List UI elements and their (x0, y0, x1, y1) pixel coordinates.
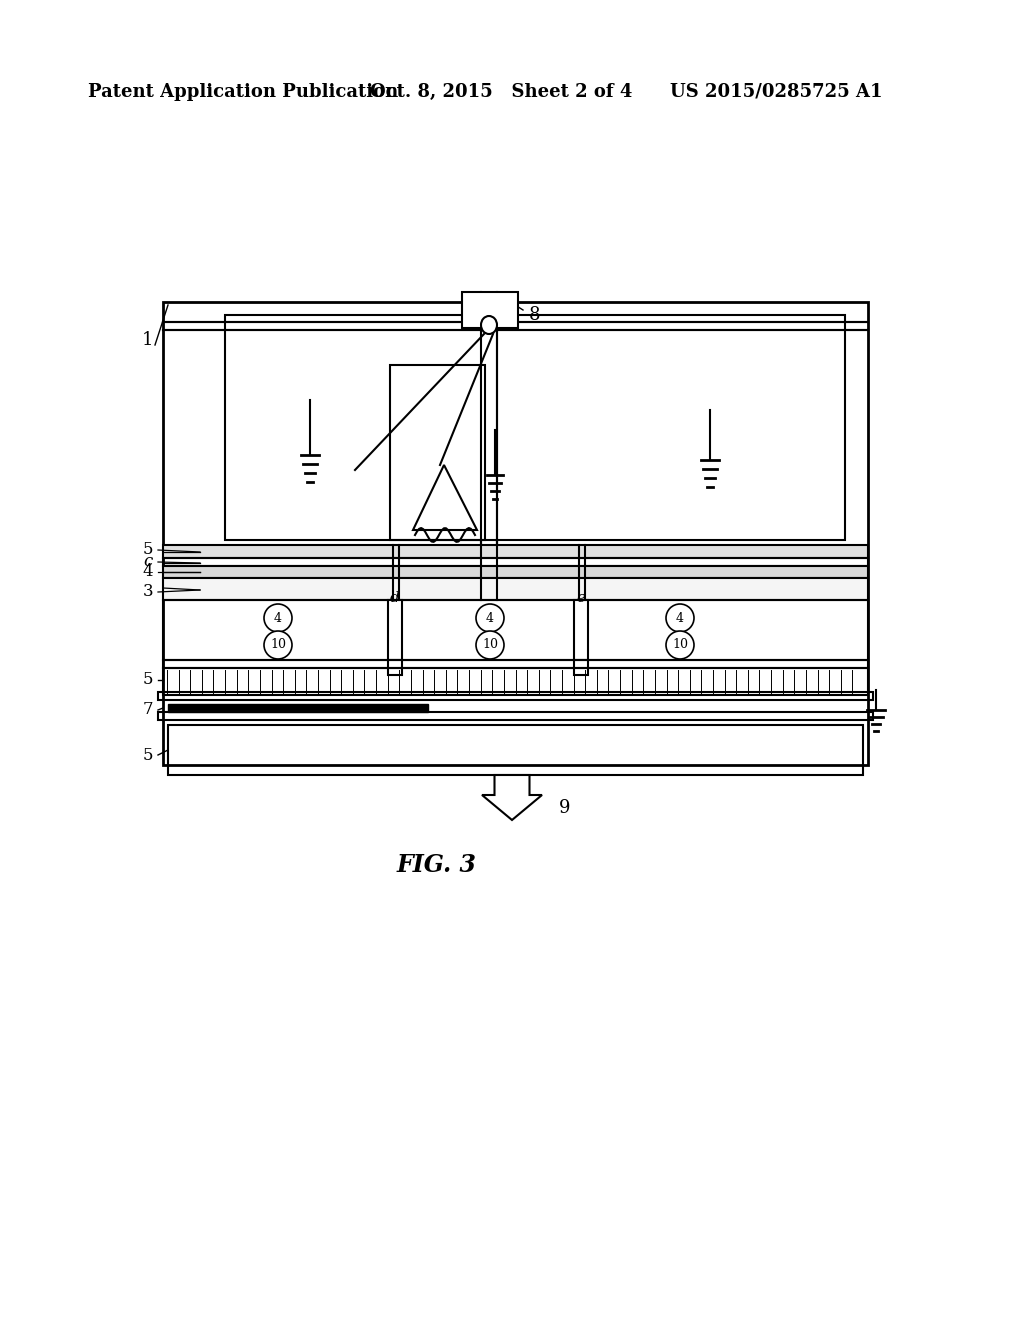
Text: FIG. 3: FIG. 3 (397, 853, 477, 876)
Text: 10: 10 (270, 639, 286, 652)
Text: 5: 5 (142, 672, 154, 689)
Text: 4: 4 (486, 611, 494, 624)
Circle shape (264, 631, 292, 659)
Bar (574, 660, 588, 675)
Bar (163, 545, 868, 558)
Bar (158, 711, 873, 719)
Bar (163, 558, 868, 566)
Bar (158, 692, 873, 700)
Bar (163, 660, 868, 668)
Text: 4: 4 (142, 564, 154, 581)
Bar (574, 601, 588, 660)
Bar (225, 315, 845, 540)
Text: 9: 9 (559, 799, 570, 817)
Text: 3: 3 (142, 583, 154, 601)
Ellipse shape (481, 315, 497, 334)
Text: d: d (390, 591, 400, 605)
Text: 1: 1 (142, 331, 154, 348)
Bar (163, 578, 868, 601)
Bar (163, 566, 868, 578)
Text: 10: 10 (482, 639, 498, 652)
Text: 4: 4 (676, 611, 684, 624)
Bar (462, 292, 518, 327)
Text: 7: 7 (142, 701, 154, 718)
Text: 10: 10 (672, 639, 688, 652)
Bar (388, 601, 402, 660)
Bar (163, 302, 868, 766)
Text: Patent Application Publication: Patent Application Publication (88, 83, 398, 102)
Text: US 2015/0285725 A1: US 2015/0285725 A1 (670, 83, 883, 102)
Text: 4: 4 (274, 611, 282, 624)
Text: Oct. 8, 2015   Sheet 2 of 4: Oct. 8, 2015 Sheet 2 of 4 (370, 83, 633, 102)
Bar (388, 660, 402, 675)
Circle shape (476, 631, 504, 659)
Bar (168, 704, 428, 711)
Circle shape (476, 605, 504, 632)
Text: e: e (577, 591, 586, 605)
Circle shape (666, 605, 694, 632)
Bar (163, 668, 868, 696)
Bar (390, 366, 485, 540)
Text: 8: 8 (529, 306, 541, 323)
Text: 5: 5 (142, 747, 154, 763)
Bar (163, 601, 868, 660)
FancyArrow shape (482, 775, 542, 820)
Text: 5: 5 (142, 541, 154, 558)
Circle shape (264, 605, 292, 632)
Circle shape (666, 631, 694, 659)
Bar (168, 725, 863, 775)
Text: c: c (143, 553, 153, 570)
